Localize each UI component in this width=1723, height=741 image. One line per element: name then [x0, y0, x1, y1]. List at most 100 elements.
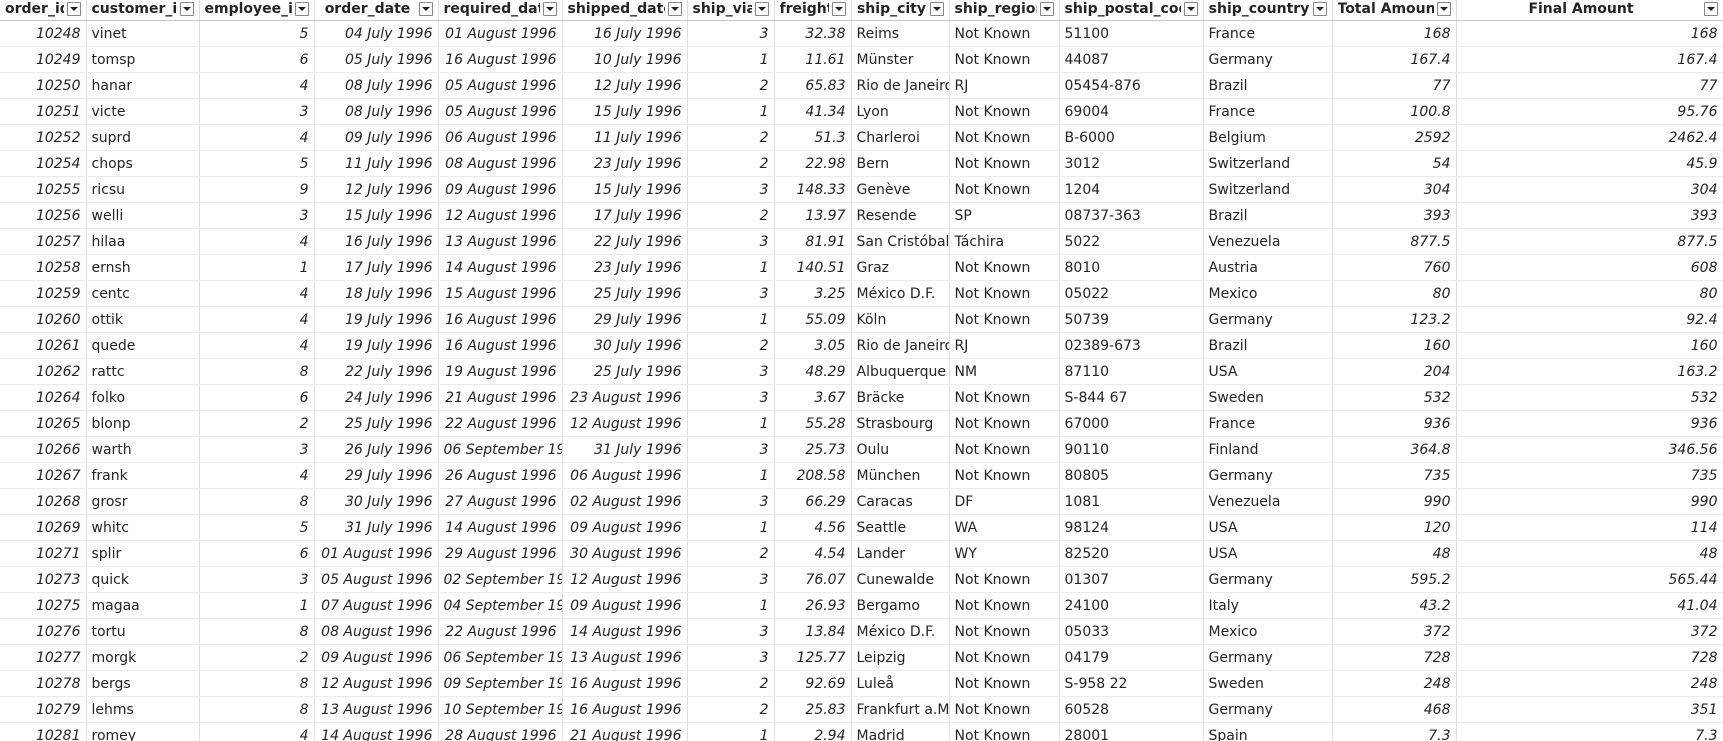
cell-customer-id[interactable]: frank: [86, 462, 200, 489]
cell-freight[interactable]: 32.38: [774, 20, 852, 47]
cell-final-amount[interactable]: 160: [1456, 332, 1723, 359]
cell-customer-id[interactable]: lehms: [86, 696, 200, 723]
cell-ship-city[interactable]: México D.F.: [851, 618, 950, 645]
cell-ship-postal-code[interactable]: 51100: [1059, 20, 1204, 47]
cell-freight[interactable]: 76.07: [774, 566, 852, 593]
cell-shipped-date[interactable]: 31 July 1996: [562, 436, 688, 463]
cell-ship-via[interactable]: 3: [687, 566, 775, 593]
cell-ship-via[interactable]: 3: [687, 228, 775, 255]
cell-ship-region[interactable]: RJ: [949, 72, 1060, 99]
cell-customer-id[interactable]: romey: [86, 722, 200, 741]
cell-final-amount[interactable]: 248: [1456, 670, 1723, 697]
cell-employee-id[interactable]: 5: [199, 150, 315, 177]
cell-employee-id[interactable]: 5: [199, 514, 315, 541]
cell-order-id[interactable]: 10256: [0, 202, 87, 229]
table-row[interactable]: 10249 tomsp 6 05 July 1996 16 August 1996 10 …: [0, 46, 1723, 73]
cell-freight[interactable]: 11.61: [774, 46, 852, 73]
cell-freight[interactable]: 55.28: [774, 410, 852, 437]
cell-customer-id[interactable]: blonp: [86, 410, 200, 437]
cell-freight[interactable]: 4.54: [774, 540, 852, 567]
cell-ship-region[interactable]: Not Known: [949, 280, 1060, 307]
cell-ship-region[interactable]: Not Known: [949, 566, 1060, 593]
table-row[interactable]: 10252 suprd 4 09 July 1996 06 August 1996 11 …: [0, 124, 1723, 151]
cell-final-amount[interactable]: 735: [1456, 462, 1723, 489]
cell-shipped-date[interactable]: 22 July 1996: [562, 228, 688, 255]
cell-ship-city[interactable]: Bergamo: [851, 592, 950, 619]
cell-total-amount[interactable]: 168: [1332, 20, 1457, 47]
cell-total-amount[interactable]: 100.8: [1332, 98, 1457, 125]
table-row[interactable]: 10281 romey 4 14 August 1996 28 August 1996 2…: [0, 722, 1723, 741]
column-header-customer-id[interactable]: customer_id: [86, 0, 200, 21]
cell-required-date[interactable]: 12 August 1996: [438, 202, 563, 229]
cell-total-amount[interactable]: 468: [1332, 696, 1457, 723]
cell-ship-city[interactable]: Frankfurt a.M.: [851, 696, 950, 723]
cell-ship-postal-code[interactable]: 28001: [1059, 722, 1204, 741]
cell-order-id[interactable]: 10251: [0, 98, 87, 125]
cell-ship-via[interactable]: 2: [687, 124, 775, 151]
cell-final-amount[interactable]: 41.04: [1456, 592, 1723, 619]
cell-ship-via[interactable]: 2: [687, 540, 775, 567]
cell-required-date[interactable]: 09 September 1996: [438, 670, 563, 697]
cell-shipped-date[interactable]: 16 August 1996: [562, 696, 688, 723]
cell-customer-id[interactable]: centc: [86, 280, 200, 307]
cell-employee-id[interactable]: 1: [199, 592, 315, 619]
column-header-shipped-date[interactable]: shipped_date: [562, 0, 688, 21]
cell-ship-city[interactable]: Oulu: [851, 436, 950, 463]
cell-ship-via[interactable]: 1: [687, 410, 775, 437]
cell-ship-via[interactable]: 1: [687, 306, 775, 333]
cell-ship-country[interactable]: Germany: [1203, 696, 1333, 723]
cell-order-date[interactable]: 08 August 1996: [314, 618, 439, 645]
cell-final-amount[interactable]: 532: [1456, 384, 1723, 411]
table-row[interactable]: 10255 ricsu 9 12 July 1996 09 August 1996 15 …: [0, 176, 1723, 203]
cell-ship-city[interactable]: Graz: [851, 254, 950, 281]
cell-order-date[interactable]: 13 August 1996: [314, 696, 439, 723]
cell-ship-postal-code[interactable]: 44087: [1059, 46, 1204, 73]
cell-ship-via[interactable]: 1: [687, 98, 775, 125]
cell-ship-via[interactable]: 3: [687, 384, 775, 411]
cell-ship-via[interactable]: 2: [687, 72, 775, 99]
cell-employee-id[interactable]: 3: [199, 202, 315, 229]
cell-order-id[interactable]: 10248: [0, 20, 87, 47]
cell-required-date[interactable]: 13 August 1996: [438, 228, 563, 255]
cell-ship-postal-code[interactable]: 01307: [1059, 566, 1204, 593]
cell-total-amount[interactable]: 123.2: [1332, 306, 1457, 333]
cell-customer-id[interactable]: quede: [86, 332, 200, 359]
cell-ship-region[interactable]: WY: [949, 540, 1060, 567]
cell-ship-via[interactable]: 1: [687, 514, 775, 541]
cell-ship-region[interactable]: Not Known: [949, 462, 1060, 489]
column-header-ship-via[interactable]: ship_via: [687, 0, 775, 21]
cell-ship-region[interactable]: Not Known: [949, 98, 1060, 125]
cell-employee-id[interactable]: 4: [199, 332, 315, 359]
column-filter-button[interactable]: [1312, 2, 1327, 16]
cell-shipped-date[interactable]: 30 August 1996: [562, 540, 688, 567]
cell-ship-region[interactable]: SP: [949, 202, 1060, 229]
column-filter-button[interactable]: [66, 2, 81, 16]
column-filter-button[interactable]: [1436, 2, 1451, 16]
cell-ship-region[interactable]: Not Known: [949, 592, 1060, 619]
cell-customer-id[interactable]: suprd: [86, 124, 200, 151]
cell-required-date[interactable]: 14 August 1996: [438, 514, 563, 541]
cell-ship-city[interactable]: Caracas: [851, 488, 950, 515]
cell-final-amount[interactable]: 936: [1456, 410, 1723, 437]
cell-ship-country[interactable]: Venezuela: [1203, 488, 1333, 515]
cell-final-amount[interactable]: 351: [1456, 696, 1723, 723]
cell-ship-region[interactable]: Not Known: [949, 176, 1060, 203]
cell-freight[interactable]: 125.77: [774, 644, 852, 671]
cell-order-date[interactable]: 25 July 1996: [314, 410, 439, 437]
cell-employee-id[interactable]: 8: [199, 488, 315, 515]
cell-ship-country[interactable]: Austria: [1203, 254, 1333, 281]
cell-ship-country[interactable]: Venezuela: [1203, 228, 1333, 255]
cell-shipped-date[interactable]: 10 July 1996: [562, 46, 688, 73]
cell-shipped-date[interactable]: 16 July 1996: [562, 20, 688, 47]
cell-total-amount[interactable]: 248: [1332, 670, 1457, 697]
cell-employee-id[interactable]: 4: [199, 72, 315, 99]
cell-freight[interactable]: 55.09: [774, 306, 852, 333]
cell-required-date[interactable]: 15 August 1996: [438, 280, 563, 307]
cell-ship-region[interactable]: NM: [949, 358, 1060, 385]
column-filter-button[interactable]: [1183, 2, 1198, 16]
cell-required-date[interactable]: 02 September 1996: [438, 566, 563, 593]
cell-customer-id[interactable]: folko: [86, 384, 200, 411]
cell-required-date[interactable]: 06 August 1996: [438, 124, 563, 151]
cell-order-id[interactable]: 10255: [0, 176, 87, 203]
